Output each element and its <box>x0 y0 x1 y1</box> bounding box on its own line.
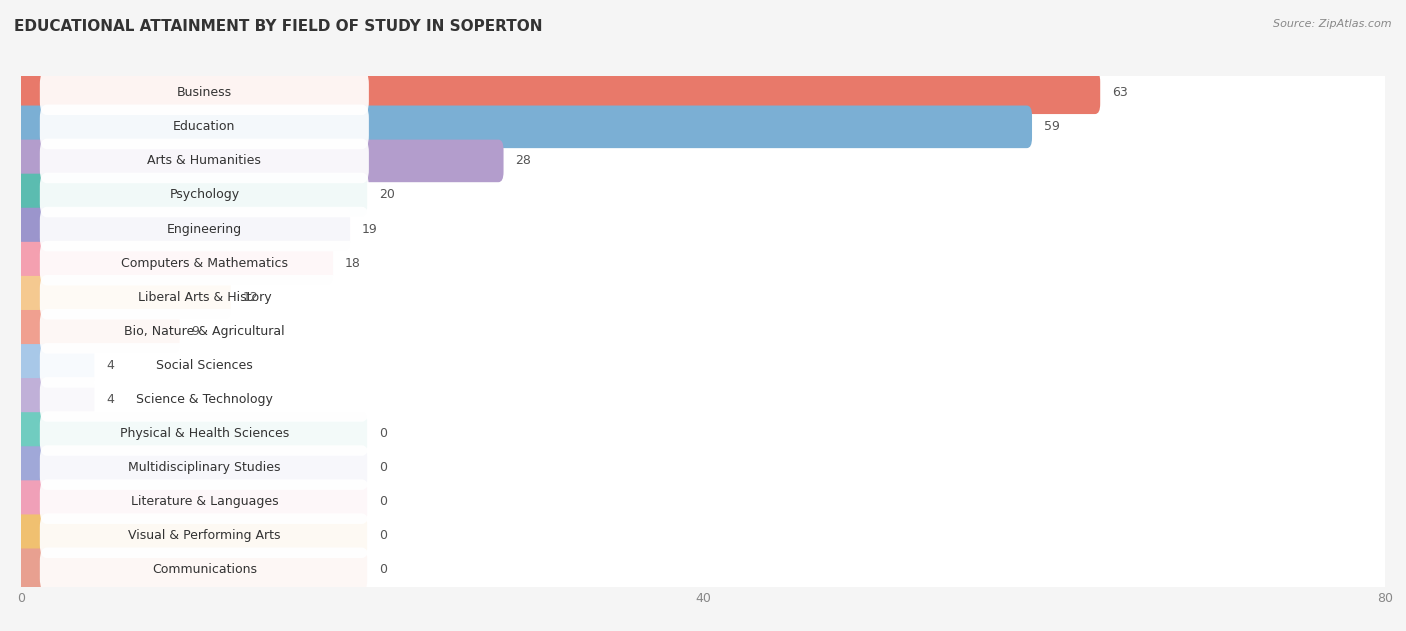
FancyBboxPatch shape <box>39 241 368 285</box>
Text: 9: 9 <box>191 325 200 338</box>
FancyBboxPatch shape <box>39 71 368 115</box>
FancyBboxPatch shape <box>39 309 368 353</box>
Text: 4: 4 <box>107 359 114 372</box>
Text: EDUCATIONAL ATTAINMENT BY FIELD OF STUDY IN SOPERTON: EDUCATIONAL ATTAINMENT BY FIELD OF STUDY… <box>14 19 543 34</box>
FancyBboxPatch shape <box>15 170 1391 220</box>
FancyBboxPatch shape <box>39 514 368 558</box>
Text: Source: ZipAtlas.com: Source: ZipAtlas.com <box>1274 19 1392 29</box>
FancyBboxPatch shape <box>15 139 503 182</box>
FancyBboxPatch shape <box>39 343 368 387</box>
FancyBboxPatch shape <box>15 208 350 251</box>
FancyBboxPatch shape <box>15 412 367 455</box>
Text: Liberal Arts & History: Liberal Arts & History <box>138 291 271 304</box>
Text: 12: 12 <box>243 291 259 304</box>
Text: Social Sciences: Social Sciences <box>156 359 253 372</box>
Text: 0: 0 <box>380 495 387 508</box>
Text: 28: 28 <box>516 155 531 167</box>
Text: Psychology: Psychology <box>169 189 239 201</box>
FancyBboxPatch shape <box>15 442 1391 493</box>
Text: Communications: Communications <box>152 563 257 576</box>
FancyBboxPatch shape <box>15 242 333 285</box>
FancyBboxPatch shape <box>15 238 1391 288</box>
FancyBboxPatch shape <box>39 275 368 319</box>
FancyBboxPatch shape <box>15 480 367 523</box>
FancyBboxPatch shape <box>15 510 1391 561</box>
FancyBboxPatch shape <box>15 340 1391 391</box>
FancyBboxPatch shape <box>15 204 1391 254</box>
FancyBboxPatch shape <box>15 306 1391 357</box>
Text: 63: 63 <box>1112 86 1128 99</box>
Text: 19: 19 <box>363 223 378 235</box>
FancyBboxPatch shape <box>15 446 367 489</box>
FancyBboxPatch shape <box>39 480 368 524</box>
FancyBboxPatch shape <box>15 344 94 387</box>
FancyBboxPatch shape <box>15 514 367 557</box>
FancyBboxPatch shape <box>15 102 1391 152</box>
FancyBboxPatch shape <box>39 173 368 217</box>
Text: Engineering: Engineering <box>167 223 242 235</box>
FancyBboxPatch shape <box>15 272 1391 322</box>
Text: Business: Business <box>177 86 232 99</box>
FancyBboxPatch shape <box>39 411 368 456</box>
FancyBboxPatch shape <box>15 105 1032 148</box>
FancyBboxPatch shape <box>15 476 1391 527</box>
FancyBboxPatch shape <box>15 174 367 216</box>
Text: Science & Technology: Science & Technology <box>136 393 273 406</box>
FancyBboxPatch shape <box>15 71 1101 114</box>
Text: Visual & Performing Arts: Visual & Performing Arts <box>128 529 281 542</box>
Text: Multidisciplinary Studies: Multidisciplinary Studies <box>128 461 281 474</box>
Text: Arts & Humanities: Arts & Humanities <box>148 155 262 167</box>
FancyBboxPatch shape <box>39 548 368 592</box>
Text: 0: 0 <box>380 461 387 474</box>
FancyBboxPatch shape <box>15 408 1391 459</box>
FancyBboxPatch shape <box>15 374 1391 425</box>
Text: 59: 59 <box>1045 121 1060 133</box>
Text: 0: 0 <box>380 529 387 542</box>
FancyBboxPatch shape <box>39 105 368 149</box>
Text: Literature & Languages: Literature & Languages <box>131 495 278 508</box>
FancyBboxPatch shape <box>15 545 1391 595</box>
Text: 4: 4 <box>107 393 114 406</box>
FancyBboxPatch shape <box>15 310 180 353</box>
FancyBboxPatch shape <box>15 68 1391 118</box>
Text: 0: 0 <box>380 427 387 440</box>
Text: 18: 18 <box>344 257 361 269</box>
FancyBboxPatch shape <box>39 139 368 183</box>
FancyBboxPatch shape <box>39 445 368 490</box>
Text: Physical & Health Sciences: Physical & Health Sciences <box>120 427 290 440</box>
Text: Bio, Nature & Agricultural: Bio, Nature & Agricultural <box>124 325 284 338</box>
Text: Computers & Mathematics: Computers & Mathematics <box>121 257 288 269</box>
FancyBboxPatch shape <box>15 378 94 421</box>
FancyBboxPatch shape <box>39 207 368 251</box>
FancyBboxPatch shape <box>15 136 1391 186</box>
Text: Education: Education <box>173 121 236 133</box>
FancyBboxPatch shape <box>39 377 368 422</box>
Text: 0: 0 <box>380 563 387 576</box>
FancyBboxPatch shape <box>15 276 231 319</box>
FancyBboxPatch shape <box>15 548 367 591</box>
Text: 20: 20 <box>380 189 395 201</box>
